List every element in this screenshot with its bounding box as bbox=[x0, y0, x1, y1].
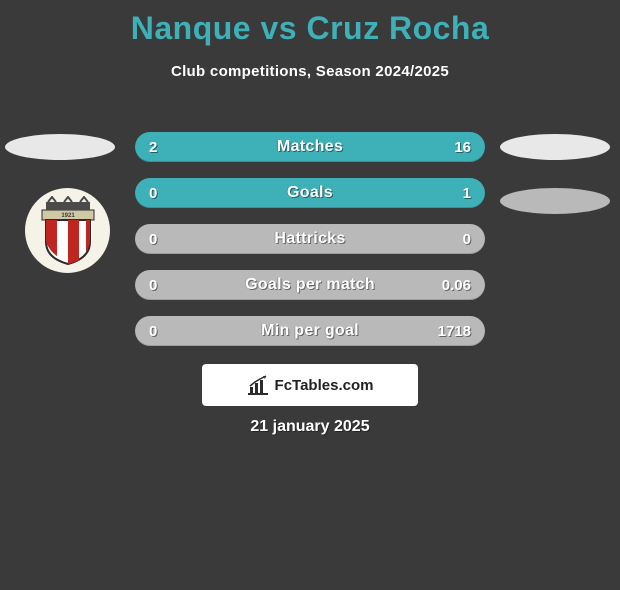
stat-label: Goals bbox=[287, 184, 333, 202]
stat-right-value: 0 bbox=[463, 231, 471, 248]
stat-label: Hattricks bbox=[274, 230, 345, 248]
stat-left-value: 2 bbox=[149, 139, 157, 156]
stat-row-mpg: 0 Min per goal 1718 bbox=[135, 316, 485, 346]
crest-icon: 1921 bbox=[38, 196, 98, 266]
stat-right-value: 16 bbox=[454, 139, 471, 156]
svg-text:1921: 1921 bbox=[61, 213, 75, 219]
stat-row-gpm: 0 Goals per match 0.06 bbox=[135, 270, 485, 300]
subtitle: Club competitions, Season 2024/2025 bbox=[0, 63, 620, 80]
stat-left-value: 0 bbox=[149, 323, 157, 340]
club-crest: 1921 bbox=[25, 188, 110, 273]
left-oval-1 bbox=[5, 134, 115, 160]
footer-date: 21 january 2025 bbox=[0, 418, 620, 436]
stat-row-goals: 0 Goals 1 bbox=[135, 178, 485, 208]
stat-label: Min per goal bbox=[261, 322, 359, 340]
stat-left-value: 0 bbox=[149, 277, 157, 294]
stat-right-value: 1 bbox=[463, 185, 471, 202]
stat-row-matches: 2 Matches 16 bbox=[135, 132, 485, 162]
stat-right-value: 0.06 bbox=[442, 277, 471, 294]
right-oval-1 bbox=[500, 134, 610, 160]
brand-text: FcTables.com bbox=[275, 377, 374, 394]
stat-left-value: 0 bbox=[149, 185, 157, 202]
stat-label: Matches bbox=[277, 138, 343, 156]
stat-row-hattricks: 0 Hattricks 0 bbox=[135, 224, 485, 254]
bar-chart-icon bbox=[247, 375, 269, 395]
right-oval-2 bbox=[500, 188, 610, 214]
page-title: Nanque vs Cruz Rocha bbox=[0, 10, 620, 47]
stat-label: Goals per match bbox=[245, 276, 375, 294]
brand-link[interactable]: FcTables.com bbox=[202, 364, 418, 406]
stats-panel: 2 Matches 16 0 Goals 1 0 Hattricks 0 0 G… bbox=[135, 132, 485, 362]
stat-right-value: 1718 bbox=[438, 323, 471, 340]
stat-left-value: 0 bbox=[149, 231, 157, 248]
